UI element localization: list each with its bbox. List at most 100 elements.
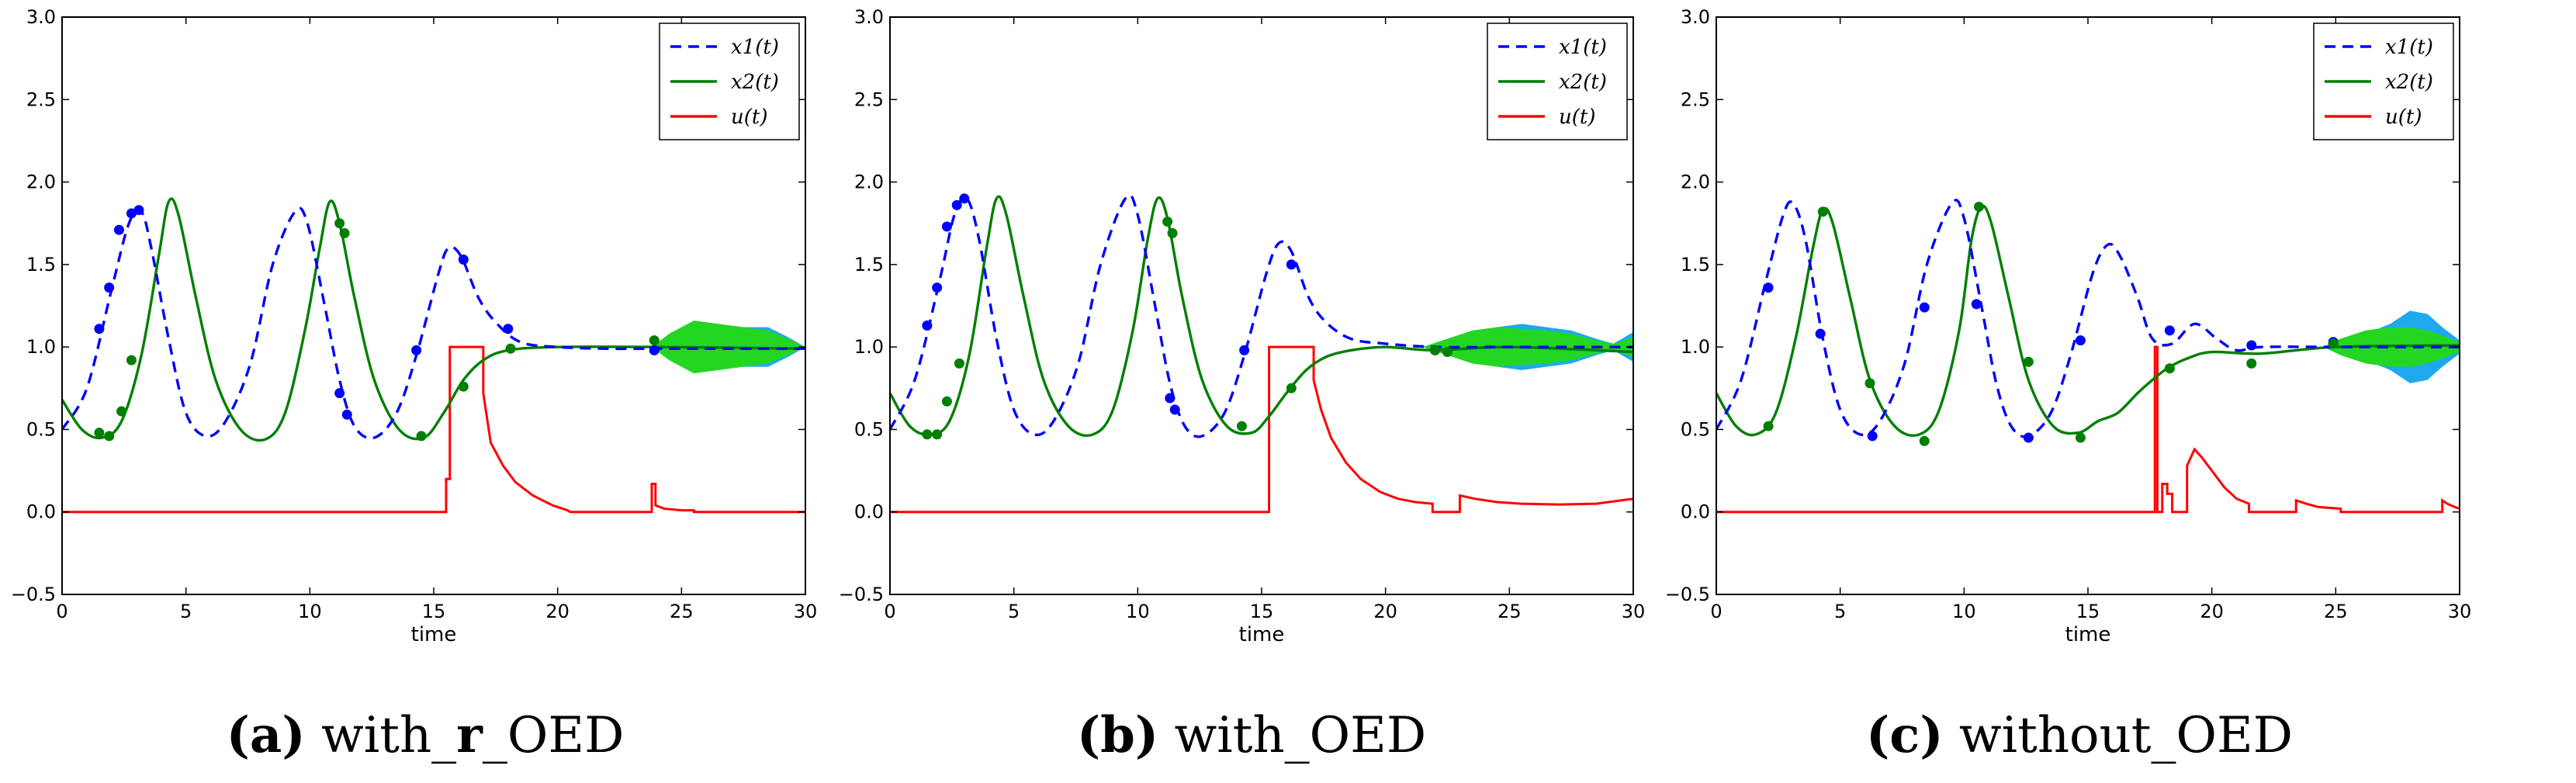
x2-measurement-point bbox=[1286, 383, 1297, 393]
x2-measurement-point bbox=[954, 358, 964, 369]
x-tick-label: 20 bbox=[1373, 601, 1397, 622]
y-tick-label: 2.0 bbox=[1681, 171, 1710, 193]
x2-series-line bbox=[1716, 204, 2460, 437]
caption-a-post: _OED bbox=[482, 707, 625, 764]
x-tick-label: 25 bbox=[670, 601, 694, 622]
x1-measurement-point bbox=[2075, 335, 2086, 346]
x1-measurement-point bbox=[94, 324, 105, 334]
caption-a-bold: r bbox=[456, 706, 483, 764]
y-tick-label: −0.5 bbox=[11, 584, 56, 605]
x1-measurement-point bbox=[1165, 393, 1175, 404]
x2-measurement-point bbox=[116, 406, 127, 417]
caption-a-pre: with_ bbox=[320, 707, 457, 764]
x2-measurement-point bbox=[416, 431, 427, 442]
x1-measurement-point bbox=[1919, 302, 1930, 313]
legend-entry-label: x2(t) bbox=[1559, 71, 1607, 94]
caption-b-label: (b) bbox=[1076, 706, 1159, 764]
x1-measurement-point bbox=[1286, 259, 1297, 270]
x2-measurement-point bbox=[1167, 227, 1178, 238]
caption-c-pre: without_OED bbox=[1958, 707, 2294, 764]
y-tick-label: 3.0 bbox=[26, 6, 56, 28]
x2-measurement-point bbox=[126, 355, 137, 366]
x1-measurement-point bbox=[341, 409, 352, 420]
x2-measurement-point bbox=[1430, 345, 1441, 355]
x2-measurement-point bbox=[2328, 338, 2339, 349]
legend: x1(t) x2(t) u(t) bbox=[659, 23, 800, 140]
y-tick-label: −0.5 bbox=[839, 584, 884, 605]
x-tick-label: 15 bbox=[1250, 601, 1274, 622]
x1-measurement-point bbox=[104, 282, 115, 293]
caption-c: (c) without_OED bbox=[1866, 706, 2293, 764]
x-axis-label: time bbox=[1239, 623, 1285, 646]
x2-measurement-point bbox=[1817, 206, 1828, 217]
x1-series-line bbox=[890, 193, 1633, 438]
x2-measurement-point bbox=[649, 335, 660, 346]
x1-measurement-point bbox=[2246, 340, 2257, 351]
legend-entry-label: x1(t) bbox=[731, 36, 779, 59]
y-tick-label: 1.0 bbox=[854, 336, 884, 358]
x1-measurement-point bbox=[458, 254, 469, 265]
y-tick-label: 0.5 bbox=[1681, 418, 1710, 440]
x-axis-label: time bbox=[2065, 623, 2111, 646]
legend-entry-label: u(t) bbox=[1559, 106, 1595, 129]
plot-area-a bbox=[62, 197, 805, 514]
x1-measurement-point bbox=[113, 224, 124, 235]
x2-measurement-point bbox=[1919, 435, 1930, 446]
y-tick-label: 2.5 bbox=[26, 88, 56, 110]
x2-measurement-point bbox=[1442, 347, 1452, 358]
y-tick-label: −0.5 bbox=[1665, 584, 1710, 605]
caption-c-label: (c) bbox=[1865, 706, 1944, 764]
caption-a: (a) with_r_OED bbox=[227, 706, 625, 764]
x1-measurement-point bbox=[2164, 325, 2175, 336]
x1-measurement-point bbox=[1763, 282, 1774, 293]
legend: x1(t) x2(t) u(t) bbox=[2313, 23, 2454, 140]
x1-measurement-point bbox=[649, 345, 660, 355]
x-tick-label: 20 bbox=[545, 601, 570, 622]
x-tick-label: 25 bbox=[1497, 601, 1522, 622]
y-tick-label: 0.5 bbox=[854, 418, 884, 440]
x1-measurement-point bbox=[503, 324, 514, 334]
x-tick-label: 0 bbox=[884, 601, 895, 622]
x2-series-line bbox=[890, 195, 1633, 437]
x2-measurement-point bbox=[1973, 201, 1984, 212]
legend-entry-label: x2(t) bbox=[731, 71, 779, 94]
x2-series-line bbox=[62, 197, 805, 442]
x2-measurement-point bbox=[1864, 378, 1875, 389]
x-tick-label: 10 bbox=[1126, 601, 1150, 622]
x2-measurement-point bbox=[339, 227, 350, 238]
legend-entry-label: x1(t) bbox=[2385, 36, 2433, 59]
x2-measurement-point bbox=[505, 343, 516, 354]
x2-measurement-point bbox=[334, 218, 345, 229]
u-series-line bbox=[1716, 345, 2460, 514]
x1-measurement-point bbox=[922, 320, 933, 331]
y-tick-label: 0.0 bbox=[1681, 501, 1710, 523]
x2-measurement-point bbox=[458, 381, 469, 392]
x2-measurement-point bbox=[2023, 356, 2034, 367]
x-tick-label: 10 bbox=[298, 601, 322, 622]
x1-measurement-point bbox=[1971, 299, 1982, 310]
legend-entry-label: x2(t) bbox=[2385, 71, 2433, 94]
x-tick-label: 30 bbox=[1622, 601, 1646, 622]
x2-measurement-point bbox=[2246, 358, 2257, 369]
x2-measurement-point bbox=[94, 428, 105, 438]
y-tick-label: 3.0 bbox=[854, 6, 884, 28]
x2-measurement-point bbox=[1763, 421, 1774, 431]
x-tick-label: 0 bbox=[1710, 601, 1722, 622]
x2-measurement-point bbox=[922, 429, 933, 440]
x1-measurement-point bbox=[932, 282, 943, 293]
y-tick-label: 1.0 bbox=[26, 336, 56, 358]
panel-a: 0 5 10 15 20 25 30 −0.5 0.0 0.5 1.0 1.5 2.0 2.5 3.0 tim… bbox=[11, 6, 818, 646]
caption-b-pre: with_OED bbox=[1174, 707, 1427, 764]
caption-a-label: (a) bbox=[226, 706, 306, 764]
x1-measurement-point bbox=[951, 199, 962, 210]
x1-measurement-point bbox=[1239, 345, 1250, 355]
x-tick-label: 25 bbox=[2324, 601, 2348, 622]
y-tick-label: 2.0 bbox=[26, 171, 56, 193]
u-series-line bbox=[62, 345, 805, 514]
x-tick-label: 30 bbox=[794, 601, 818, 622]
x-tick-label: 5 bbox=[180, 601, 192, 622]
y-tick-label: 1.5 bbox=[1681, 254, 1710, 275]
x1-measurement-point bbox=[1867, 431, 1878, 442]
